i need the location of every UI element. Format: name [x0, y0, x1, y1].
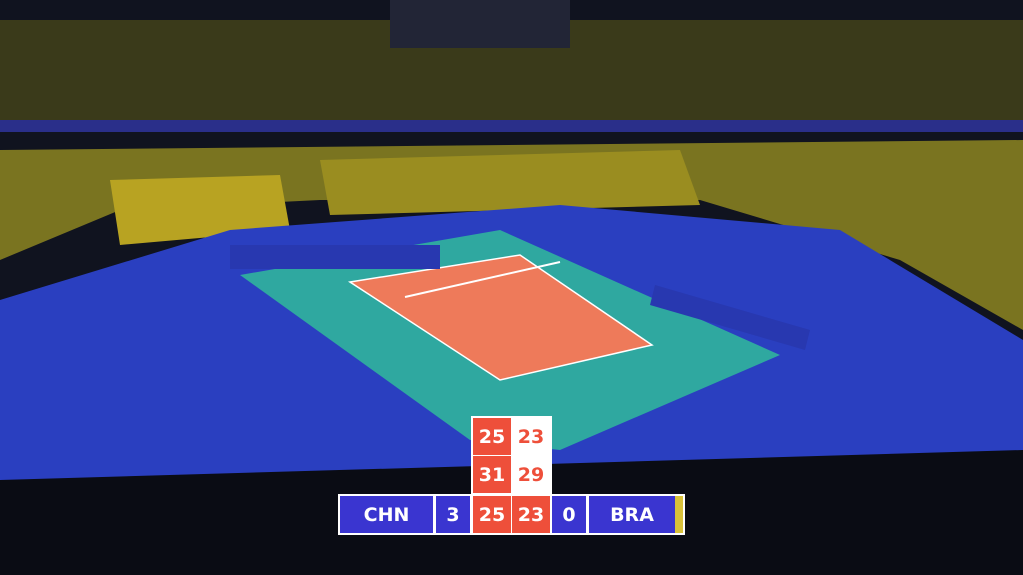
home-sets-won: 3 — [436, 496, 470, 533]
set2-home-score: 31 — [473, 456, 511, 493]
court — [347, 254, 654, 381]
home-team-name: CHN — [340, 496, 433, 533]
set3-away-score: 23 — [512, 496, 550, 533]
serve-indicator — [675, 496, 683, 533]
set1-home-score: 25 — [473, 418, 511, 455]
set1-away-score: 23 — [512, 418, 550, 455]
away-sets-won: 0 — [552, 496, 586, 533]
away-team-name: BRA — [589, 496, 675, 533]
set3-home-score: 25 — [473, 496, 511, 533]
set2-away-score: 29 — [512, 456, 550, 493]
